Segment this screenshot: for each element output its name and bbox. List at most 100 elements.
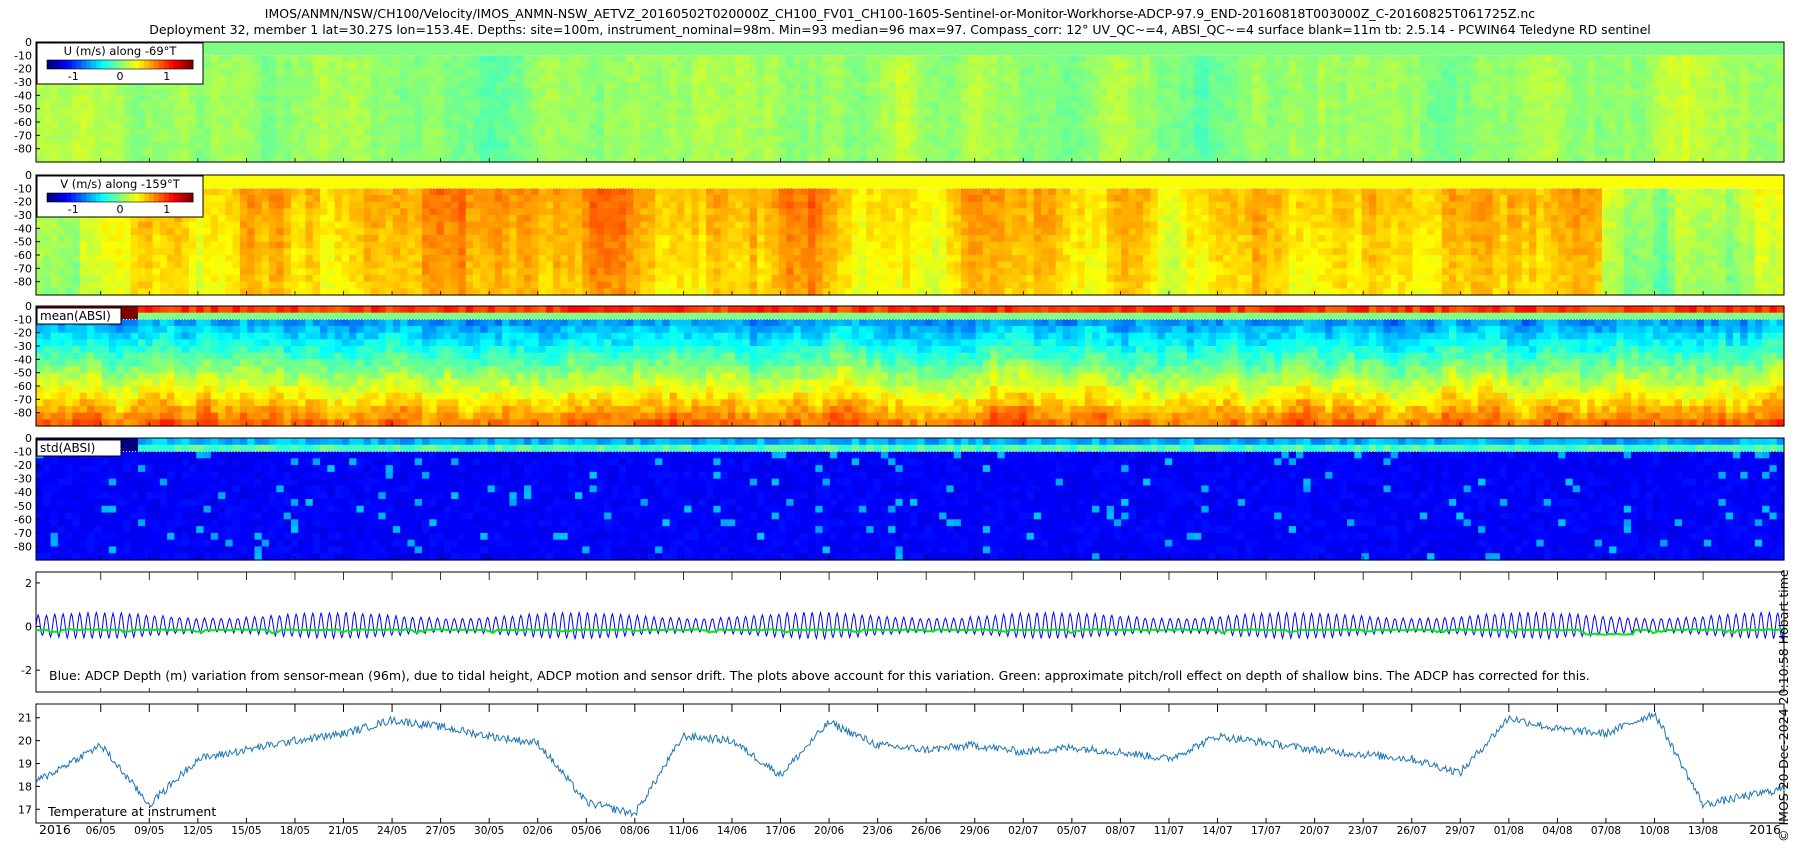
heatmap-cell — [407, 102, 415, 109]
heatmap-cell — [335, 42, 343, 49]
heatmap-cell — [1201, 42, 1209, 49]
heatmap-cell — [218, 115, 226, 122]
heatmap-cell — [779, 122, 787, 129]
heatmap-cell — [189, 262, 197, 269]
heatmap-cell — [946, 49, 954, 56]
heatmap-cell — [1114, 142, 1122, 149]
heatmap-cell — [305, 129, 313, 136]
heatmap-cell — [1740, 135, 1748, 142]
heatmap-cell — [1012, 89, 1020, 96]
heatmap-cell — [218, 235, 226, 242]
heatmap-cell — [903, 115, 911, 122]
heatmap-cell — [1129, 142, 1137, 149]
heatmap-cell — [182, 255, 190, 262]
heatmap-cell — [233, 69, 241, 76]
heatmap-cell — [1769, 89, 1777, 96]
heatmap-cell — [1733, 129, 1741, 136]
heatmap-cell — [1121, 149, 1129, 156]
heatmap-cell — [597, 55, 605, 62]
heatmap-cell — [626, 42, 634, 49]
heatmap-cell — [1675, 95, 1683, 102]
heatmap-cell — [1332, 95, 1340, 102]
heatmap-cell — [458, 55, 466, 62]
heatmap-cell — [1070, 109, 1078, 116]
heatmap-cell — [1500, 75, 1508, 82]
heatmap-cell — [1646, 129, 1654, 136]
heatmap-cell — [80, 275, 88, 282]
heatmap-cell — [1616, 95, 1624, 102]
heatmap-cell — [735, 55, 743, 62]
heatmap-cell — [946, 115, 954, 122]
heatmap-cell — [422, 102, 430, 109]
heatmap-cell — [1099, 49, 1107, 56]
heatmap-cell — [1238, 109, 1246, 116]
heatmap-cell — [43, 262, 51, 269]
heatmap-cell — [1354, 75, 1362, 82]
heatmap-cell — [247, 215, 255, 222]
heatmap-cell — [946, 109, 954, 116]
heatmap-cell — [437, 89, 445, 96]
heatmap-cell — [1194, 42, 1202, 49]
heatmap-cell — [495, 89, 503, 96]
heatmap-cell — [196, 268, 204, 275]
heatmap-cell — [1158, 109, 1166, 116]
heatmap-cell — [400, 129, 408, 136]
heatmap-cell — [247, 228, 255, 235]
heatmap-cell — [1194, 69, 1202, 76]
heatmap-cell — [87, 228, 95, 235]
heatmap-cell — [240, 275, 248, 282]
heatmap-cell — [641, 62, 649, 69]
heatmap-cell — [1005, 129, 1013, 136]
heatmap-cell — [830, 89, 838, 96]
heatmap-cell — [1085, 55, 1093, 62]
heatmap-cell — [757, 129, 765, 136]
heatmap-cell — [1442, 129, 1450, 136]
heatmap-cell — [1362, 129, 1370, 136]
heatmap-cell — [233, 262, 241, 269]
heatmap-cell — [1252, 55, 1260, 62]
heatmap-cell — [997, 142, 1005, 149]
heatmap-cell — [386, 82, 394, 89]
heatmap-cell — [262, 42, 270, 49]
heatmap-cell — [1675, 49, 1683, 56]
heatmap-cell — [160, 89, 168, 96]
heatmap-cell — [1063, 82, 1071, 89]
heatmap-cell — [473, 82, 481, 89]
heatmap-cell — [218, 248, 226, 255]
heatmap-cell — [1347, 55, 1355, 62]
heatmap-cell — [145, 102, 153, 109]
heatmap-cell — [204, 262, 212, 269]
heatmap-cell — [1223, 142, 1231, 149]
heatmap-cell — [1274, 122, 1282, 129]
heatmap-cell — [1769, 142, 1777, 149]
heatmap-cell — [1442, 49, 1450, 56]
heatmap-cell — [1675, 115, 1683, 122]
heatmap-cell — [371, 69, 379, 76]
heatmap-cell — [327, 102, 335, 109]
heatmap-cell — [997, 95, 1005, 102]
heatmap-cell — [1493, 75, 1501, 82]
heatmap-cell — [1522, 82, 1530, 89]
heatmap-cell — [255, 129, 263, 136]
heatmap-cell — [1675, 82, 1683, 89]
heatmap-cell — [772, 122, 780, 129]
heatmap-cell — [1551, 135, 1559, 142]
heatmap-cell — [1078, 122, 1086, 129]
heatmap-cell — [1383, 115, 1391, 122]
heatmap-cell — [1566, 75, 1574, 82]
heatmap-cell — [779, 102, 787, 109]
heatmap-cell — [1434, 149, 1442, 156]
heatmap-cell — [276, 102, 284, 109]
heatmap-cell — [1718, 122, 1726, 129]
heatmap-cell — [641, 75, 649, 82]
heatmap-cell — [553, 122, 561, 129]
heatmap-cell — [1201, 149, 1209, 156]
heatmap-cell — [750, 69, 758, 76]
heatmap-cell — [123, 129, 131, 136]
heatmap-cell — [976, 89, 984, 96]
heatmap-cell — [1121, 82, 1129, 89]
heatmap-cell — [721, 102, 729, 109]
heatmap-cell — [881, 55, 889, 62]
heatmap-cell — [706, 75, 714, 82]
heatmap-cell — [837, 82, 845, 89]
